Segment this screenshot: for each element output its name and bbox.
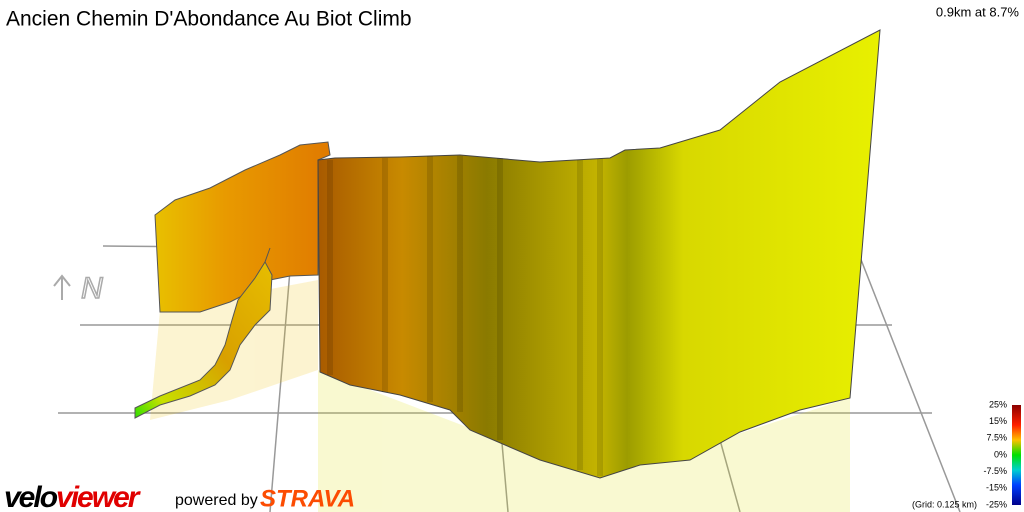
legend-labels: 25% 15% 7.5% 0% -7.5% -15% -25% xyxy=(983,399,1007,509)
logo: veloviewer xyxy=(4,481,142,512)
compass xyxy=(53,274,71,300)
strava-brand: STRAVA xyxy=(260,485,355,512)
compass-label: N xyxy=(81,272,103,305)
logo-velo: velo xyxy=(4,481,58,512)
legend-color-bar xyxy=(1012,405,1021,505)
wall-stripes xyxy=(327,156,603,476)
legend-label: 15% xyxy=(989,416,1007,426)
legend-label: 7.5% xyxy=(986,433,1007,443)
stat: 0.9km at 8.7% xyxy=(936,4,1020,19)
legend-label: -7.5% xyxy=(983,466,1007,476)
legend-label: -25% xyxy=(986,499,1007,509)
legend-label: 25% xyxy=(989,399,1007,409)
main-wall xyxy=(317,29,881,479)
title: Ancien Chemin D'Abondance Au Biot Climb xyxy=(6,8,412,31)
legend-label: 0% xyxy=(994,449,1007,459)
logo-viewer: viewer xyxy=(56,481,142,512)
front-ribbon xyxy=(134,247,273,419)
legend-label: -15% xyxy=(986,483,1007,493)
powered-by: powered by xyxy=(175,492,258,509)
grid-note: (Grid: 0.125 km) xyxy=(912,499,977,509)
